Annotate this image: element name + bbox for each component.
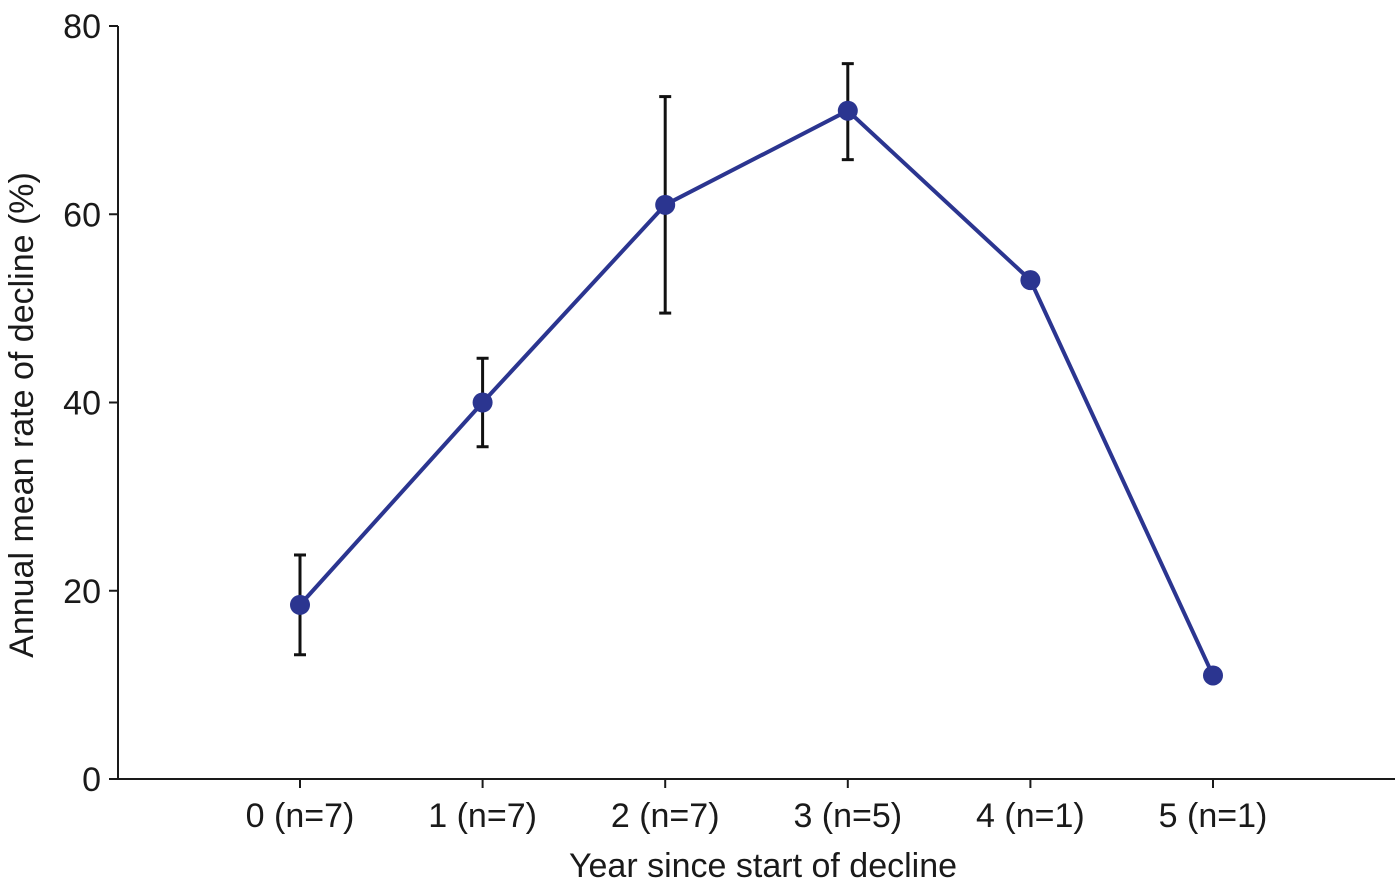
y-tick-label: 40 [63, 385, 101, 423]
y-tick-label: 60 [63, 196, 101, 234]
x-tick-label: 0 (n=7) [246, 797, 355, 835]
x-tick-label: 3 (n=5) [793, 797, 902, 835]
x-axis-title: Year since start of decline [569, 847, 957, 885]
data-point [290, 594, 310, 615]
data-point [655, 194, 676, 215]
y-axis-ticks: 0 20 40 60 80 [63, 8, 118, 799]
x-tick-label: 2 (n=7) [611, 797, 720, 835]
series-group [290, 100, 1223, 686]
data-point [472, 392, 493, 413]
y-tick-label: 20 [63, 573, 101, 611]
x-tick-label: 5 (n=1) [1159, 797, 1268, 835]
x-tick-label: 1 (n=7) [428, 797, 537, 835]
data-point [837, 100, 858, 121]
y-tick-label: 80 [63, 8, 101, 46]
data-point [1020, 270, 1041, 291]
data-point [1203, 665, 1223, 686]
x-axis-ticks: 0 (n=7) 1 (n=7) 2 (n=7) 3 (n=5) 4 (n=1) 5 (n=… [246, 779, 1268, 835]
x-tick-label: 4 (n=1) [976, 797, 1085, 835]
y-axis-title: Annual mean rate of decline (%) [3, 172, 41, 658]
axes [117, 26, 1395, 780]
series-line [298, 108, 1215, 677]
y-tick-label: 0 [82, 761, 101, 799]
